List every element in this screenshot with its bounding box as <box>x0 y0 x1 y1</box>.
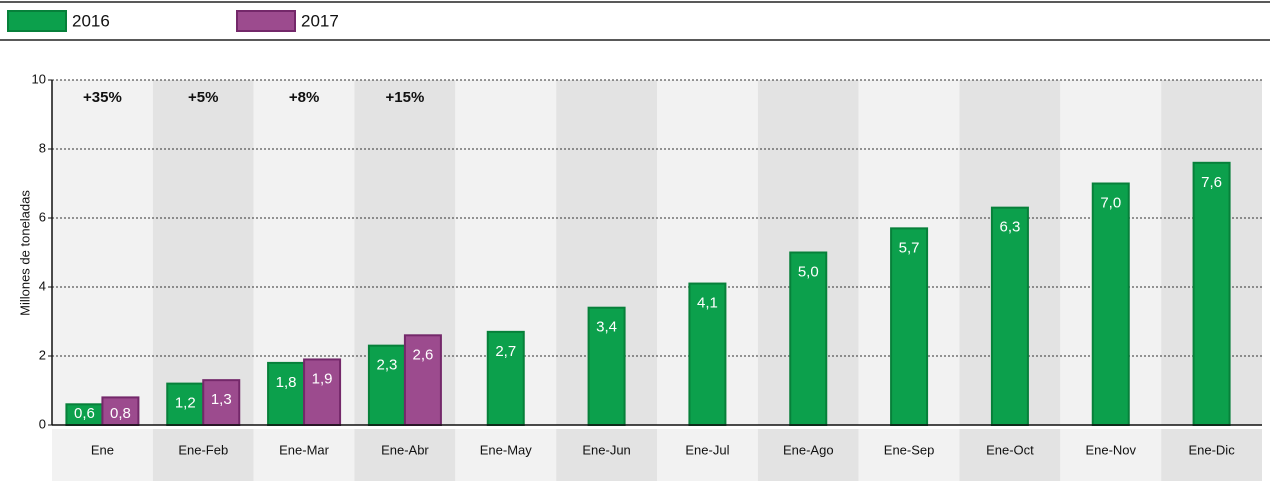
y-tick-label: 0 <box>39 416 46 431</box>
y-tick-label: 10 <box>32 71 46 86</box>
legend-label: 2016 <box>72 11 110 30</box>
value-label: 1,9 <box>312 370 333 387</box>
x-tick-label: Ene-Ago <box>783 442 834 457</box>
value-label: 7,6 <box>1201 174 1222 191</box>
value-label: 2,6 <box>412 346 433 363</box>
annotation: +8% <box>289 89 319 106</box>
value-label: 0,6 <box>74 405 95 422</box>
annotation: +5% <box>188 89 218 106</box>
value-label: 1,2 <box>175 395 196 412</box>
legend-swatch <box>7 10 67 32</box>
bar <box>101 396 140 426</box>
value-label: 4,1 <box>697 295 718 312</box>
label-background <box>757 429 859 481</box>
x-tick-label: Ene-Jun <box>582 442 630 457</box>
x-tick-label: Ene-Dic <box>1188 442 1235 457</box>
bar <box>990 206 1029 426</box>
label-background <box>455 429 557 481</box>
band-background <box>52 80 153 425</box>
annotation: +15% <box>386 89 425 106</box>
x-tick-label: Ene-Oct <box>986 442 1034 457</box>
value-label: 0,8 <box>110 405 131 422</box>
value-label: 5,0 <box>798 263 819 280</box>
x-tick-label: Ene <box>91 442 114 457</box>
bar <box>1192 161 1231 427</box>
bar <box>267 361 306 426</box>
x-tick-label: Ene-Feb <box>178 442 228 457</box>
x-tick-label: Ene-Jul <box>685 442 729 457</box>
label-background <box>253 429 355 481</box>
bar <box>890 227 929 426</box>
y-tick-label: 4 <box>39 278 46 293</box>
bar <box>789 251 828 426</box>
label-background <box>52 429 153 481</box>
label-background <box>1060 429 1162 481</box>
value-label: 3,4 <box>596 319 617 336</box>
label-background <box>152 429 254 481</box>
label-background <box>657 429 758 481</box>
x-tick-label: Ene-Abr <box>381 442 429 457</box>
value-label: 6,3 <box>999 219 1020 236</box>
bar <box>303 358 342 427</box>
label-background <box>858 429 960 481</box>
value-label: 5,7 <box>899 239 920 256</box>
legend-swatch <box>236 10 296 32</box>
y-tick-label: 6 <box>39 209 46 224</box>
x-tick-label: Ene-Nov <box>1085 442 1136 457</box>
x-tick-label: Ene-Sep <box>884 442 935 457</box>
band-background <box>152 80 254 425</box>
value-label: 1,8 <box>276 374 297 391</box>
y-axis-label: Millones de toneladas <box>17 190 32 316</box>
bar <box>688 282 727 426</box>
y-tick-label: 2 <box>39 347 46 362</box>
annotation: +35% <box>83 89 122 106</box>
label-background <box>556 429 657 481</box>
bar <box>202 379 241 426</box>
bar <box>1091 182 1130 426</box>
label-background <box>354 429 456 481</box>
legend-label: 2017 <box>301 11 339 30</box>
value-label: 2,3 <box>376 357 397 374</box>
value-label: 2,7 <box>495 343 516 360</box>
label-background <box>1161 429 1262 481</box>
x-tick-label: Ene-May <box>480 442 533 457</box>
bar <box>367 344 406 426</box>
value-label: 7,0 <box>1100 194 1121 211</box>
y-tick-label: 8 <box>39 140 46 155</box>
bar <box>587 306 626 427</box>
x-tick-label: Ene-Mar <box>279 442 330 457</box>
value-label: 1,3 <box>211 391 232 408</box>
label-background <box>959 429 1061 481</box>
